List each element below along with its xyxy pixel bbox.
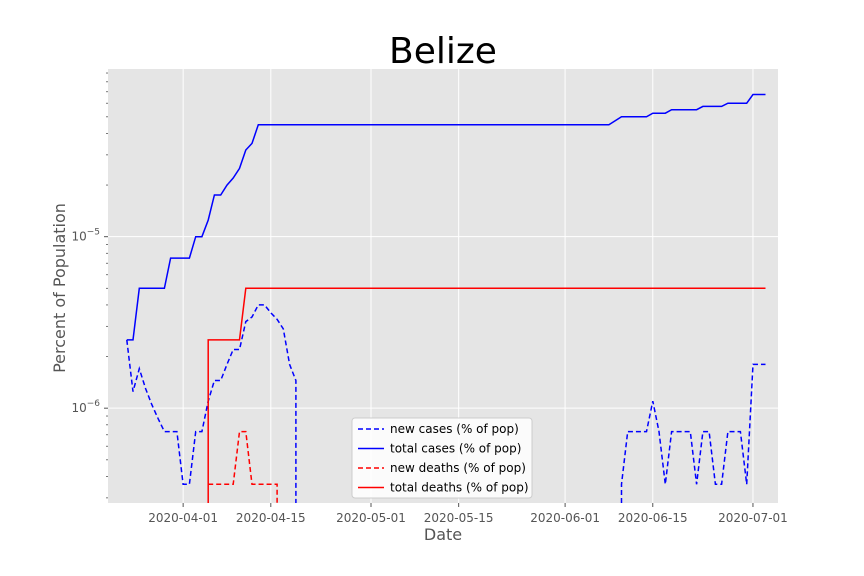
x-axis: 2020-04-01 2020-04-15 2020-05-01 2020-05-15… (148, 503, 788, 525)
chart-title: Belize (389, 31, 497, 72)
series-line (207, 287, 766, 503)
legend-label: new cases (% of pop) (390, 422, 519, 436)
y-axis: 10−6 10−5 (71, 72, 108, 499)
x-tick-label: 2020-06-01 (530, 511, 600, 525)
series-line (208, 430, 278, 503)
x-tick-label: 2020-05-15 (424, 511, 494, 525)
series-line (126, 304, 766, 503)
legend-box (351, 417, 533, 499)
legend-label: new deaths (% of pop) (390, 461, 526, 475)
x-tick-label: 2020-05-01 (336, 511, 406, 525)
series-lines (126, 93, 766, 503)
y-tick-label: 10−5 (71, 228, 100, 244)
y-tick-label: 10−6 (71, 399, 100, 415)
x-axis-label: Date (424, 525, 462, 544)
legend: new cases (% of pop) total cases (% of po… (351, 417, 533, 499)
grid (108, 69, 778, 503)
legend-label: total cases (% of pop) (390, 442, 521, 456)
x-tick-label: 2020-06-15 (618, 511, 688, 525)
legend-label: total deaths (% of pop) (390, 481, 529, 495)
series-line (126, 93, 766, 341)
y-axis-label: Percent of Population (50, 203, 69, 373)
x-tick-label: 2020-04-01 (148, 511, 218, 525)
x-tick-label: 2020-04-15 (236, 511, 306, 525)
x-tick-label: 2020-07-01 (718, 511, 788, 525)
